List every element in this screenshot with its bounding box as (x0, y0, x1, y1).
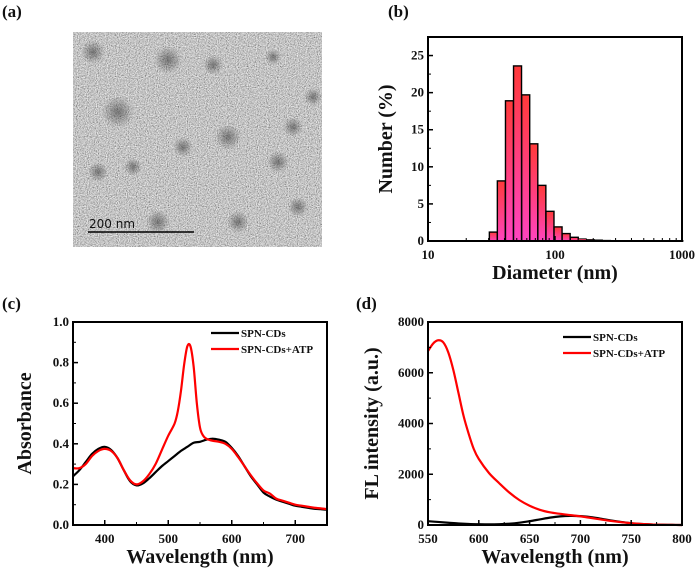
c-xlabel: Wavelength (nm) (126, 546, 273, 568)
d-xtick-label: 550 (418, 531, 438, 546)
b-ytick-label: 20 (411, 85, 424, 100)
b-ytick-label: 0 (418, 233, 425, 248)
b-xlabel: Diameter (nm) (492, 262, 618, 284)
histogram-bar (521, 94, 531, 242)
particle (267, 151, 289, 173)
particle (173, 137, 193, 157)
b-ytick-label: 25 (411, 48, 425, 63)
c-ytick-label: 0.4 (53, 436, 70, 451)
panel-label-c: (c) (2, 294, 21, 313)
d-ytick-label: 8000 (398, 314, 424, 329)
d-ytick-label: 4000 (398, 416, 424, 431)
b-ytick-label: 10 (411, 159, 424, 174)
histogram-bar (488, 231, 499, 242)
particle (124, 158, 142, 176)
b-axes-frame (427, 36, 683, 242)
histogram-bar (529, 143, 539, 242)
d-ylabel: FL intensity (a.u.) (361, 347, 383, 499)
d-xlabel: Wavelength (nm) (481, 546, 628, 568)
histogram-chart: 10 100 1000 0 5 10 15 20 25 Number (%) Diameter (n… (375, 36, 695, 284)
d-legend-label: SPN-CDs (593, 332, 638, 344)
c-ytick-label: 1.0 (53, 314, 69, 329)
b-ytick-label: 15 (411, 122, 425, 137)
particle (146, 210, 170, 234)
particle (154, 46, 182, 74)
particle (81, 40, 105, 64)
c-ylabel: Absorbance (14, 372, 36, 474)
c-ytick-label: 0.2 (53, 476, 69, 491)
c-series-spn-cds-atp (72, 342, 328, 511)
panel-label-b: (b) (388, 2, 409, 21)
particle (288, 197, 308, 217)
b-ytick-label: 5 (418, 196, 425, 211)
tem-image: 200 nm (73, 32, 322, 247)
particle (304, 88, 322, 106)
c-xtick-label: 700 (286, 531, 306, 546)
scale-bar-label: 200 nm (89, 217, 135, 231)
histogram-bar (512, 65, 523, 242)
c-legend-label: SPN-CDs+ATP (241, 344, 313, 356)
d-ytick-label: 2000 (398, 466, 424, 481)
c-series-spn-cds (72, 437, 328, 511)
histogram-bar (561, 232, 571, 242)
b-xtick-label: 1000 (669, 247, 695, 262)
tem-texture: 200 nm (73, 32, 322, 247)
d-ytick-label: 0 (418, 517, 425, 532)
d-xtick-label: 650 (520, 531, 540, 546)
histogram-bar (496, 180, 507, 242)
histogram-bar (545, 210, 555, 242)
c-xtick-label: 600 (222, 531, 242, 546)
c-ytick-label: 0.0 (53, 517, 69, 532)
particle (215, 124, 241, 150)
c-legend-label: SPN-CDs (241, 328, 286, 340)
c-xtick-label: 500 (159, 531, 179, 546)
panel-label-a: (a) (2, 2, 22, 21)
b-xtick-label: 10 (422, 247, 435, 262)
b-ylabel: Number (%) (375, 84, 397, 193)
c-ytick-label: 0.8 (53, 355, 70, 370)
d-xtick-label: 700 (571, 531, 591, 546)
d-ytick-label: 6000 (398, 365, 424, 380)
d-xtick-label: 800 (672, 531, 692, 546)
particle (88, 162, 108, 182)
d-xtick-label: 750 (621, 531, 641, 546)
d-series-spn-cds-atp (427, 339, 683, 527)
particle (265, 49, 281, 65)
histogram-bar (504, 100, 515, 242)
c-ytick-label: 0.6 (53, 395, 70, 410)
panel-label-d: (d) (356, 294, 377, 313)
particle (227, 211, 249, 233)
histogram-bar (537, 184, 547, 242)
d-legend-label: SPN-CDs+ATP (593, 348, 665, 360)
b-xtick-label: 100 (545, 247, 565, 262)
particle (102, 96, 134, 128)
c-xtick-label: 400 (95, 531, 115, 546)
particle (283, 117, 303, 137)
particle (203, 55, 223, 75)
c-line-chart: 400 500 600 700 0.0 0.2 0.4 0.6 0.8 1.0 Absorbance… (14, 314, 328, 568)
d-xtick-label: 600 (469, 531, 489, 546)
